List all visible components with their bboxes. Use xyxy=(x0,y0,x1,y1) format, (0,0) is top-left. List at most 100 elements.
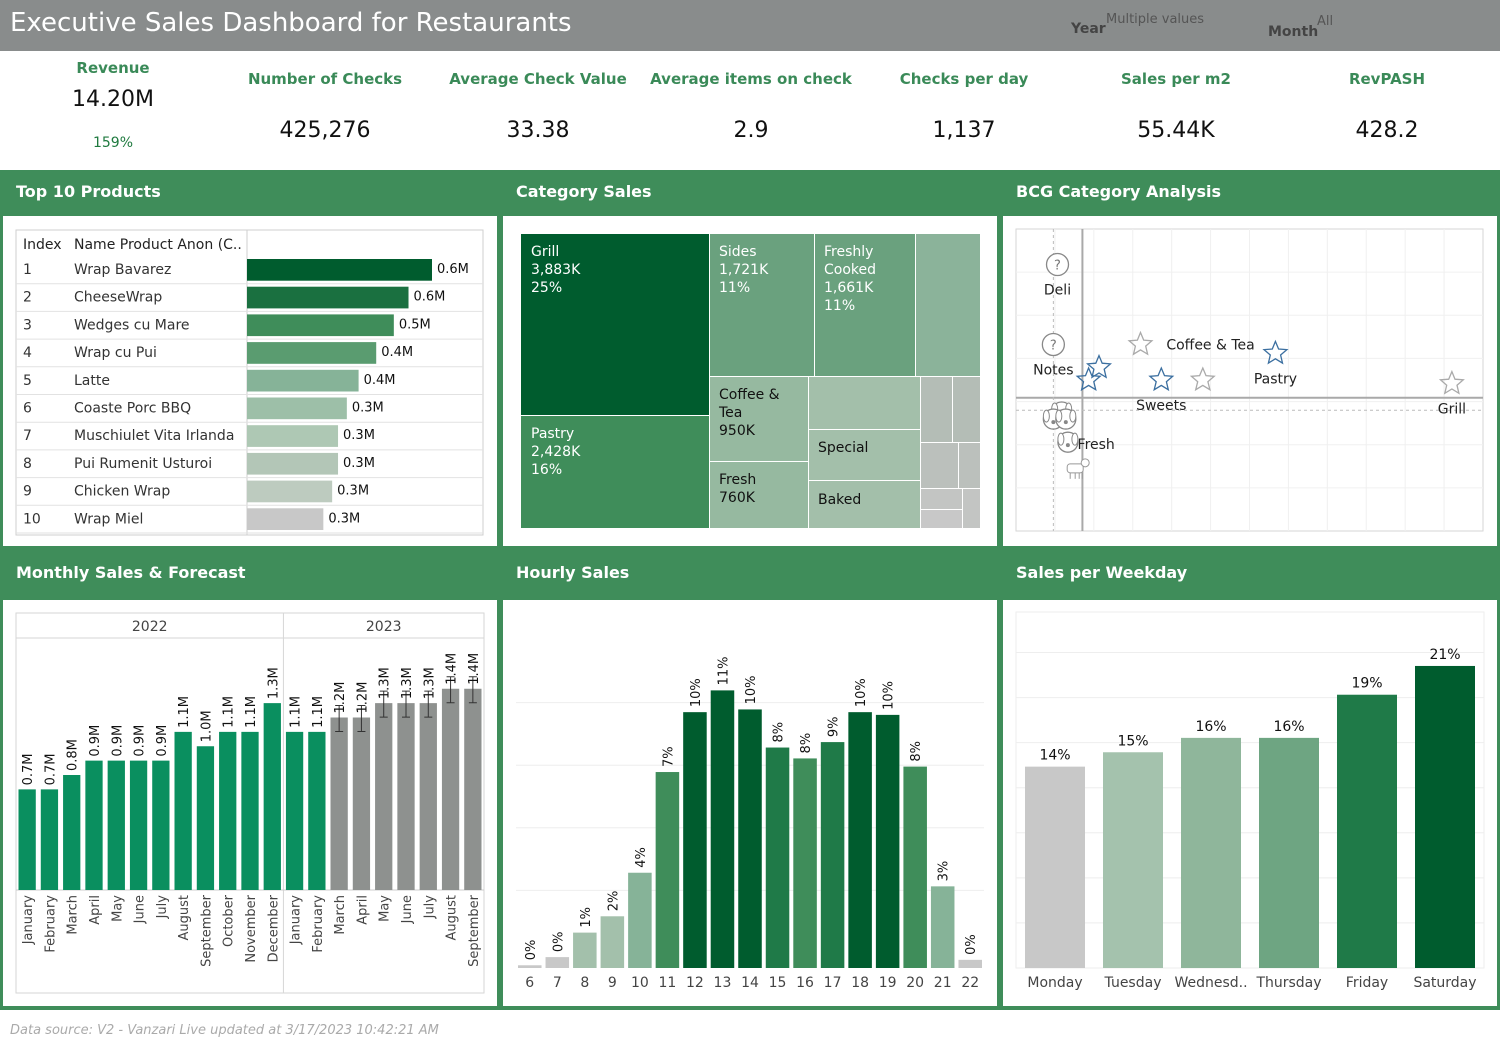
month-axis-label: April xyxy=(88,895,103,925)
treemap-cell-fresh[interactable]: Fresh 760K xyxy=(710,462,808,528)
table-row-index: 5 xyxy=(23,373,32,389)
weekday-bar xyxy=(1025,766,1085,968)
weekday-panel xyxy=(1003,600,1497,1006)
product-bar xyxy=(247,314,394,337)
panel-title-top10: Top 10 Products xyxy=(16,182,161,201)
treemap-cell-other-1[interactable] xyxy=(916,234,980,376)
month-bar xyxy=(285,731,304,890)
month-bar-label: 1.3M xyxy=(378,667,393,699)
kpi-label: Revenue xyxy=(76,59,150,77)
question-icon xyxy=(1045,252,1070,277)
treemap-cell-other-6[interactable] xyxy=(959,443,980,488)
treemap-cell-other-3[interactable] xyxy=(921,377,952,442)
month-bar xyxy=(85,760,103,890)
treemap-cell-baked[interactable]: Baked xyxy=(809,481,920,528)
treemap-cell-coffee-tea[interactable]: Coffee & Tea 950K xyxy=(710,377,808,461)
treemap-cell-other-4[interactable] xyxy=(953,377,980,442)
weekday-bar-label: 16% xyxy=(1195,719,1226,735)
hour-axis-label: 22 xyxy=(961,975,979,991)
hour-axis-label: 14 xyxy=(741,975,759,991)
hour-bar-label: 3% xyxy=(937,861,952,882)
dog-icon-ear xyxy=(1042,409,1050,423)
bcg-point-label: Deli xyxy=(1044,283,1071,299)
hour-bar-label: 1% xyxy=(579,907,594,928)
hour-bar-label: 0% xyxy=(964,934,979,955)
month-axis-label: August xyxy=(177,895,192,941)
month-filter-value[interactable]: All xyxy=(1317,14,1334,29)
month-axis-label: March xyxy=(66,895,81,935)
hour-bar xyxy=(545,957,570,968)
product-bar xyxy=(247,286,409,309)
hour-bar-label: 4% xyxy=(634,847,649,868)
month-bar xyxy=(152,760,170,890)
month-bar xyxy=(129,760,148,890)
month-bar-label: 0.7M xyxy=(21,753,36,785)
month-bar-label: 1.1M xyxy=(311,696,326,728)
hour-bar xyxy=(958,959,982,968)
month-axis-label: July xyxy=(422,895,437,920)
kpi-value: 428.2 xyxy=(1355,118,1419,143)
treemap-cell-other-7[interactable] xyxy=(921,489,962,509)
year-filter-value[interactable]: Multiple values xyxy=(1106,12,1205,27)
bcg-point-label: Sweets xyxy=(1136,398,1186,414)
kpi-value: 55.44K xyxy=(1137,118,1215,143)
hour-axis-label: 7 xyxy=(553,975,562,991)
month-bar xyxy=(352,717,371,890)
treemap-cell-other-9[interactable] xyxy=(921,510,962,528)
dog-icon-nose xyxy=(1063,420,1068,425)
product-bar xyxy=(247,425,339,447)
cow-icon-head xyxy=(1080,458,1090,468)
weekday-axis-label: Monday xyxy=(1027,975,1082,991)
hour-axis-label: 13 xyxy=(714,975,732,991)
month-bar xyxy=(219,731,237,890)
kpi-label: Average Check Value xyxy=(449,70,627,88)
star-icon xyxy=(1148,366,1175,392)
month-bar xyxy=(241,731,259,890)
treemap-cell-other-5[interactable] xyxy=(921,443,958,488)
hour-bar xyxy=(518,965,542,968)
table-row-name: Wrap Miel xyxy=(74,511,143,527)
month-bar-label: 1.1M xyxy=(177,696,192,728)
bcg-scatter-chart: ? Deli? Notes Coffee & Tea Pastry Sweets Grill… xyxy=(1015,228,1484,532)
treemap-cell-special[interactable]: Special xyxy=(809,430,920,480)
month-bar xyxy=(196,746,215,890)
bcg-point-label: Grill xyxy=(1438,402,1466,418)
product-bar-label: 0.4M xyxy=(381,345,413,360)
star-icon xyxy=(1127,330,1154,356)
kpi-value: 425,276 xyxy=(279,118,371,143)
table-header-index: Index xyxy=(23,237,62,253)
hour-axis-label: 20 xyxy=(906,975,924,991)
weekday-bar-label: 15% xyxy=(1117,733,1148,749)
year-filter-label: Year xyxy=(1071,21,1106,37)
star-icon xyxy=(1438,369,1465,395)
month-bar xyxy=(63,775,81,890)
dog-icon-ear xyxy=(1055,409,1063,423)
treemap-cell-other-2[interactable] xyxy=(809,377,920,429)
treemap-cell-freshly-cooked[interactable]: Freshly Cooked 1,661K 11% xyxy=(815,234,915,376)
weekday-bar xyxy=(1103,752,1163,968)
treemap-cell-pastry[interactable]: Pastry 2,428K 16% xyxy=(521,416,709,528)
table-row-index: 6 xyxy=(23,401,32,417)
hour-bar-label: 0% xyxy=(551,931,566,952)
month-bar-label: 1.1M xyxy=(244,696,259,728)
hour-axis-label: 18 xyxy=(851,975,869,991)
dog-icon-ear xyxy=(1071,432,1079,446)
hour-bar xyxy=(765,747,790,968)
treemap-label: Coffee & Tea 950K xyxy=(719,387,780,439)
dog-icon-nose xyxy=(1065,443,1070,448)
product-bar xyxy=(247,508,324,530)
hour-bar xyxy=(655,772,680,968)
hour-bar xyxy=(793,758,817,968)
product-bar xyxy=(247,342,377,364)
cow-icon xyxy=(1066,463,1084,474)
weekday-bar xyxy=(1415,665,1475,968)
treemap-cell-other-8[interactable] xyxy=(963,489,980,528)
product-bar-label: 0.3M xyxy=(352,401,384,416)
treemap-cell-sides[interactable]: Sides 1,721K 11% xyxy=(710,234,814,376)
treemap-cell-grill[interactable]: Grill 3,883K 25% xyxy=(521,234,709,415)
hour-bar xyxy=(738,709,762,968)
month-axis-label: August xyxy=(445,895,460,941)
hour-bar xyxy=(683,712,707,968)
table-row-name: CheeseWrap xyxy=(74,290,162,306)
product-bar-label: 0.3M xyxy=(337,484,369,499)
